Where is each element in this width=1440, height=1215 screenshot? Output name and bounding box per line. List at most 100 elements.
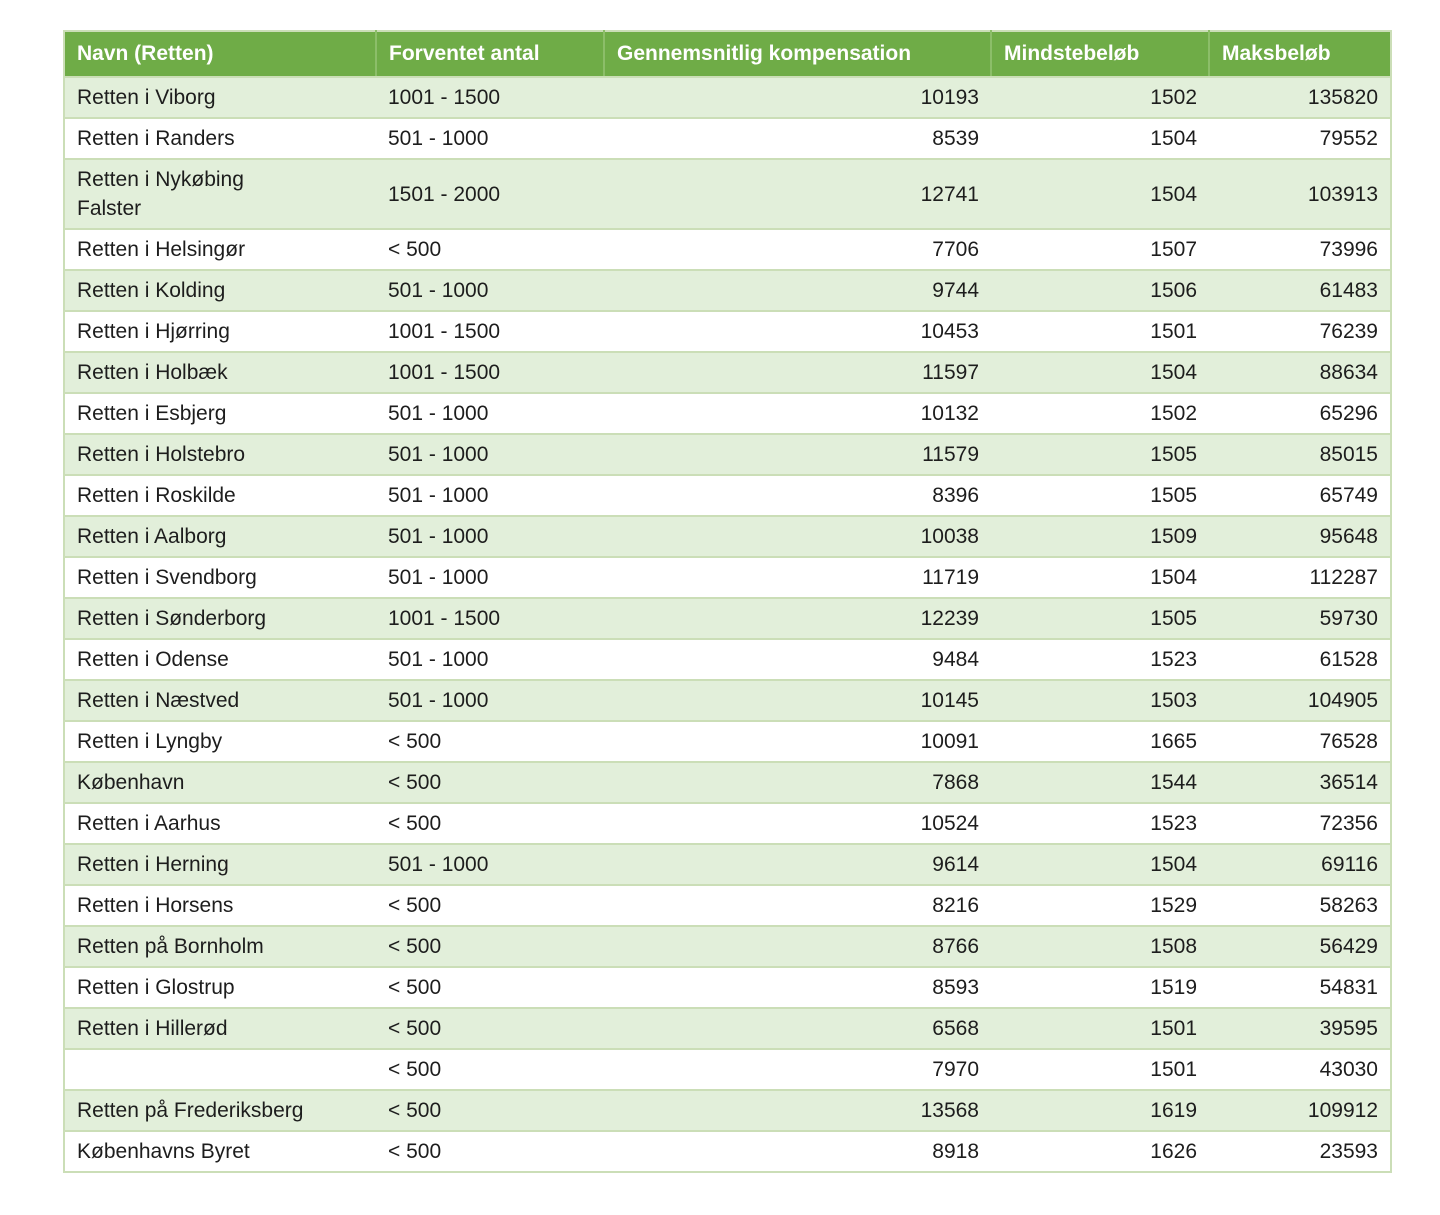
cell-gennemsnitlig-kompensation: 10524	[604, 803, 991, 845]
cell-forventet-antal: 501 - 1000	[376, 393, 604, 435]
cell-maksbeloeb: 23593	[1209, 1131, 1391, 1173]
table-row: Retten i Horsens < 500 8216 1529 58263	[64, 885, 1391, 927]
cell-forventet-antal: < 500	[376, 721, 604, 763]
cell-gennemsnitlig-kompensation: 8216	[604, 885, 991, 927]
cell-navn: Retten i Sønderborg	[64, 598, 376, 640]
table-row: Retten i Herning 501 - 1000 9614 1504 69…	[64, 844, 1391, 886]
cell-forventet-antal: 501 - 1000	[376, 475, 604, 517]
table-row: Retten i Roskilde 501 - 1000 8396 1505 6…	[64, 475, 1391, 517]
cell-maksbeloeb: 88634	[1209, 352, 1391, 394]
cell-navn: Retten i Esbjerg	[64, 393, 376, 435]
cell-mindstebeloeb: 1504	[991, 118, 1209, 160]
column-header-mindstebeloeb: Mindstebeløb	[990, 31, 1209, 78]
cell-navn: Retten i Hjørring	[64, 311, 376, 353]
cell-maksbeloeb: 109912	[1209, 1090, 1391, 1132]
cell-forventet-antal: < 500	[376, 762, 604, 804]
cell-mindstebeloeb: 1504	[991, 352, 1209, 394]
cell-gennemsnitlig-kompensation: 10193	[604, 77, 991, 119]
cell-mindstebeloeb: 1503	[991, 680, 1209, 722]
cell-forventet-antal: < 500	[376, 885, 604, 927]
cell-gennemsnitlig-kompensation: 8539	[604, 118, 991, 160]
table-row: København < 500 7868 1544 36514	[64, 762, 1391, 804]
cell-gennemsnitlig-kompensation: 9614	[604, 844, 991, 886]
table-row: Københavns Byret < 500 8918 1626 23593	[64, 1131, 1391, 1173]
cell-gennemsnitlig-kompensation: 10145	[604, 680, 991, 722]
table-row: Retten i Holstebro 501 - 1000 11579 1505…	[64, 434, 1391, 476]
cell-navn: Retten i Viborg	[64, 77, 376, 119]
cell-maksbeloeb: 76528	[1209, 721, 1391, 763]
column-header-gennemsnitlig-kompensation: Gennemsnitlig kompensation	[603, 31, 991, 78]
cell-maksbeloeb: 43030	[1209, 1049, 1391, 1091]
cell-forventet-antal: < 500	[376, 967, 604, 1009]
table-row: Retten i Hjørring 1001 - 1500 10453 1501…	[64, 311, 1391, 353]
cell-maksbeloeb: 65749	[1209, 475, 1391, 517]
cell-maksbeloeb: 95648	[1209, 516, 1391, 558]
cell-forventet-antal: 1501 - 2000	[376, 159, 604, 230]
cell-navn: Retten i Glostrup	[64, 967, 376, 1009]
cell-navn: Retten i Kolding	[64, 270, 376, 312]
cell-gennemsnitlig-kompensation: 8918	[604, 1131, 991, 1173]
cell-maksbeloeb: 61528	[1209, 639, 1391, 681]
cell-gennemsnitlig-kompensation: 10453	[604, 311, 991, 353]
table-row: Retten i Lyngby < 500 10091 1665 76528	[64, 721, 1391, 763]
cell-gennemsnitlig-kompensation: 10091	[604, 721, 991, 763]
cell-maksbeloeb: 54831	[1209, 967, 1391, 1009]
cell-forventet-antal: 1001 - 1500	[376, 311, 604, 353]
cell-navn: Retten i Aalborg	[64, 516, 376, 558]
cell-mindstebeloeb: 1505	[991, 475, 1209, 517]
column-header-navn: Navn (Retten)	[64, 31, 376, 78]
cell-navn: Retten i Roskilde	[64, 475, 376, 517]
cell-forventet-antal: 501 - 1000	[376, 118, 604, 160]
cell-forventet-antal: < 500	[376, 1090, 604, 1132]
cell-mindstebeloeb: 1502	[991, 77, 1209, 119]
cell-maksbeloeb: 76239	[1209, 311, 1391, 353]
cell-maksbeloeb: 39595	[1209, 1008, 1391, 1050]
cell-gennemsnitlig-kompensation: 12741	[604, 159, 991, 230]
cell-forventet-antal: 1001 - 1500	[376, 77, 604, 119]
cell-mindstebeloeb: 1508	[991, 926, 1209, 968]
cell-navn: Københavns Byret	[64, 1131, 376, 1173]
cell-navn: Retten i Herning	[64, 844, 376, 886]
cell-forventet-antal: < 500	[376, 1008, 604, 1050]
cell-gennemsnitlig-kompensation: 7970	[604, 1049, 991, 1091]
cell-navn: Retten i Lyngby	[64, 721, 376, 763]
column-header-maksbeloeb: Maksbeløb	[1208, 31, 1391, 78]
table-header: Navn (Retten) Forventet antal Gennemsnit…	[64, 31, 1391, 78]
court-compensation-table-container: Navn (Retten) Forventet antal Gennemsnit…	[63, 30, 1392, 1173]
cell-mindstebeloeb: 1619	[991, 1090, 1209, 1132]
table-row: Retten i Kolding 501 - 1000 9744 1506 61…	[64, 270, 1391, 312]
cell-maksbeloeb: 59730	[1209, 598, 1391, 640]
cell-forventet-antal: 501 - 1000	[376, 516, 604, 558]
cell-navn: Retten i Horsens	[64, 885, 376, 927]
cell-maksbeloeb: 56429	[1209, 926, 1391, 968]
cell-mindstebeloeb: 1544	[991, 762, 1209, 804]
cell-maksbeloeb: 112287	[1209, 557, 1391, 599]
cell-navn: Retten i Hillerød	[64, 1008, 376, 1050]
cell-gennemsnitlig-kompensation: 9484	[604, 639, 991, 681]
cell-forventet-antal: < 500	[376, 229, 604, 271]
cell-gennemsnitlig-kompensation: 8766	[604, 926, 991, 968]
cell-navn	[64, 1049, 376, 1091]
table-row: Retten på Frederiksberg < 500 13568 1619…	[64, 1090, 1391, 1132]
cell-navn: København	[64, 762, 376, 804]
cell-mindstebeloeb: 1501	[991, 311, 1209, 353]
cell-forventet-antal: 1001 - 1500	[376, 598, 604, 640]
cell-mindstebeloeb: 1504	[991, 159, 1209, 230]
cell-navn: Retten på Frederiksberg	[64, 1090, 376, 1132]
cell-navn: Retten i Nykøbing Falster	[64, 159, 376, 230]
cell-gennemsnitlig-kompensation: 8396	[604, 475, 991, 517]
cell-maksbeloeb: 135820	[1209, 77, 1391, 119]
cell-maksbeloeb: 103913	[1209, 159, 1391, 230]
cell-mindstebeloeb: 1505	[991, 434, 1209, 476]
cell-forventet-antal: < 500	[376, 1049, 604, 1091]
cell-navn: Retten i Næstved	[64, 680, 376, 722]
cell-forventet-antal: < 500	[376, 803, 604, 845]
cell-forventet-antal: < 500	[376, 926, 604, 968]
cell-mindstebeloeb: 1501	[991, 1008, 1209, 1050]
cell-mindstebeloeb: 1523	[991, 639, 1209, 681]
court-compensation-table: Navn (Retten) Forventet antal Gennemsnit…	[63, 30, 1392, 1173]
cell-gennemsnitlig-kompensation: 7706	[604, 229, 991, 271]
table-row: Retten i Helsingør < 500 7706 1507 73996	[64, 229, 1391, 271]
table-row: Retten i Hillerød < 500 6568 1501 39595	[64, 1008, 1391, 1050]
